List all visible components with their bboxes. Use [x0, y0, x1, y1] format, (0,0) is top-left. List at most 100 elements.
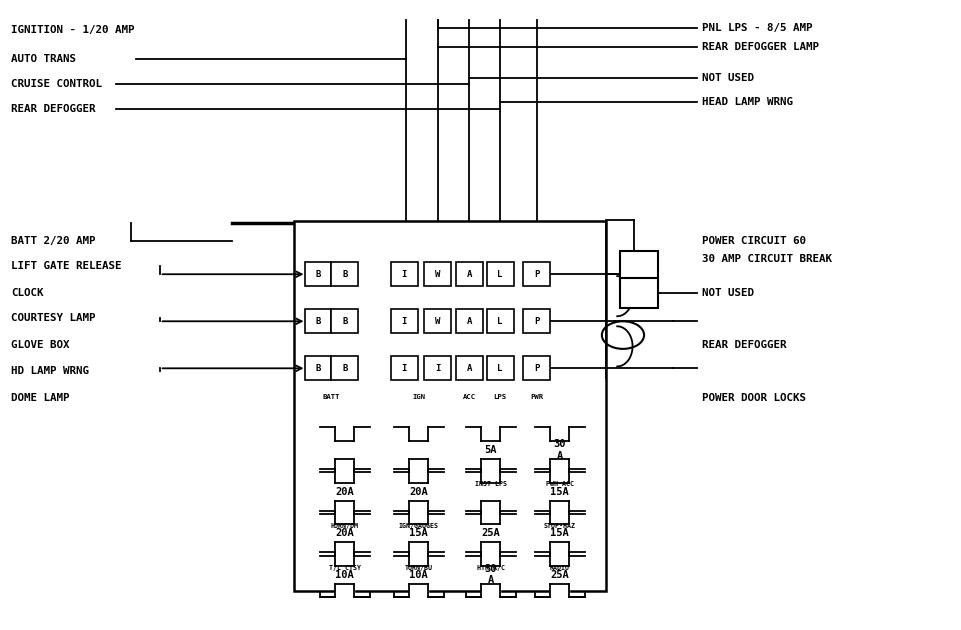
FancyBboxPatch shape	[393, 511, 443, 556]
FancyBboxPatch shape	[534, 469, 584, 515]
Polygon shape	[550, 510, 569, 524]
Bar	[523, 357, 550, 381]
Text: BATT: BATT	[322, 394, 340, 399]
Text: HEAD LAMP WRNG: HEAD LAMP WRNG	[701, 97, 792, 106]
Text: P: P	[533, 364, 539, 373]
FancyBboxPatch shape	[319, 552, 369, 597]
Polygon shape	[335, 501, 354, 516]
Bar	[331, 262, 357, 286]
Text: LPS: LPS	[493, 394, 506, 399]
Bar	[390, 262, 417, 286]
Polygon shape	[408, 459, 428, 474]
FancyBboxPatch shape	[534, 511, 584, 556]
Bar	[305, 309, 331, 333]
Polygon shape	[335, 551, 354, 566]
Text: B: B	[342, 364, 347, 373]
Polygon shape	[550, 542, 569, 557]
Text: PNL LPS - 8/5 AMP: PNL LPS - 8/5 AMP	[701, 23, 811, 33]
Text: A: A	[466, 270, 472, 278]
Text: I: I	[401, 270, 407, 278]
Bar	[486, 262, 513, 286]
Text: I: I	[401, 364, 407, 373]
FancyBboxPatch shape	[319, 427, 369, 472]
Text: AUTO TRANS: AUTO TRANS	[11, 54, 76, 64]
Text: 25A: 25A	[550, 570, 569, 580]
Polygon shape	[480, 510, 500, 524]
Polygon shape	[480, 426, 500, 441]
Text: 25A: 25A	[480, 529, 500, 538]
Text: B: B	[315, 270, 320, 278]
Polygon shape	[550, 468, 569, 483]
FancyBboxPatch shape	[465, 511, 515, 556]
Polygon shape	[335, 468, 354, 483]
Polygon shape	[335, 459, 354, 474]
FancyBboxPatch shape	[465, 469, 515, 515]
Text: B: B	[315, 317, 320, 326]
Text: A: A	[466, 364, 472, 373]
Polygon shape	[480, 542, 500, 557]
Text: 10A: 10A	[335, 570, 354, 580]
Bar	[424, 262, 451, 286]
Text: REAR DEFOGGER: REAR DEFOGGER	[11, 105, 95, 114]
Text: 10A: 10A	[408, 570, 428, 580]
Bar	[294, 221, 605, 591]
Text: W: W	[434, 270, 440, 278]
Polygon shape	[550, 459, 569, 474]
Polygon shape	[480, 551, 500, 566]
Bar	[424, 357, 451, 381]
Polygon shape	[480, 468, 500, 483]
FancyBboxPatch shape	[393, 552, 443, 597]
Polygon shape	[550, 426, 569, 441]
Polygon shape	[335, 584, 354, 598]
FancyBboxPatch shape	[393, 469, 443, 515]
Text: I: I	[434, 364, 440, 373]
Text: REAR DEFOGGER LAMP: REAR DEFOGGER LAMP	[701, 42, 818, 52]
Polygon shape	[550, 584, 569, 598]
Bar	[620, 251, 657, 281]
Bar	[331, 309, 357, 333]
Text: NOT USED: NOT USED	[701, 288, 752, 298]
Polygon shape	[408, 468, 428, 483]
Text: I: I	[401, 317, 407, 326]
FancyBboxPatch shape	[393, 427, 443, 472]
Text: ACC: ACC	[462, 394, 476, 399]
Polygon shape	[408, 510, 428, 524]
Bar	[305, 262, 331, 286]
Polygon shape	[480, 501, 500, 516]
FancyBboxPatch shape	[534, 427, 584, 472]
FancyBboxPatch shape	[465, 552, 515, 597]
Text: 15A: 15A	[550, 529, 569, 538]
FancyBboxPatch shape	[319, 469, 369, 515]
Bar	[456, 357, 482, 381]
Text: HTR A/C: HTR A/C	[476, 564, 505, 571]
Text: COURTESY LAMP: COURTESY LAMP	[11, 313, 95, 323]
Text: BATT 2/20 AMP: BATT 2/20 AMP	[11, 236, 95, 246]
Text: B: B	[342, 317, 347, 326]
Polygon shape	[408, 501, 428, 516]
Text: LIFT GATE RELEASE: LIFT GATE RELEASE	[11, 261, 121, 271]
Text: POWER DOOR LOCKS: POWER DOOR LOCKS	[701, 392, 804, 403]
Text: NOT USED: NOT USED	[701, 73, 752, 83]
Text: 20A: 20A	[335, 529, 354, 538]
Text: GLOVE BOX: GLOVE BOX	[11, 340, 69, 350]
Text: HORN/DM: HORN/DM	[331, 524, 358, 529]
Text: 15A: 15A	[408, 529, 428, 538]
Text: W: W	[434, 317, 440, 326]
Polygon shape	[480, 459, 500, 474]
Text: P: P	[533, 270, 539, 278]
Text: CRUISE CONTROL: CRUISE CONTROL	[11, 79, 102, 89]
Text: IGN/GAUGES: IGN/GAUGES	[398, 524, 438, 529]
Text: TURN/BU: TURN/BU	[405, 564, 432, 571]
Text: RADIO: RADIO	[549, 564, 569, 571]
Text: 30
A: 30 A	[483, 564, 496, 585]
Bar	[456, 262, 482, 286]
Text: 15A: 15A	[550, 487, 569, 497]
Bar	[486, 309, 513, 333]
Bar	[424, 309, 451, 333]
FancyBboxPatch shape	[319, 511, 369, 556]
Text: A: A	[466, 317, 472, 326]
Polygon shape	[408, 584, 428, 598]
Text: PWR: PWR	[530, 394, 543, 399]
Polygon shape	[408, 542, 428, 557]
Text: 30 AMP CIRCUIT BREAK: 30 AMP CIRCUIT BREAK	[701, 253, 830, 263]
